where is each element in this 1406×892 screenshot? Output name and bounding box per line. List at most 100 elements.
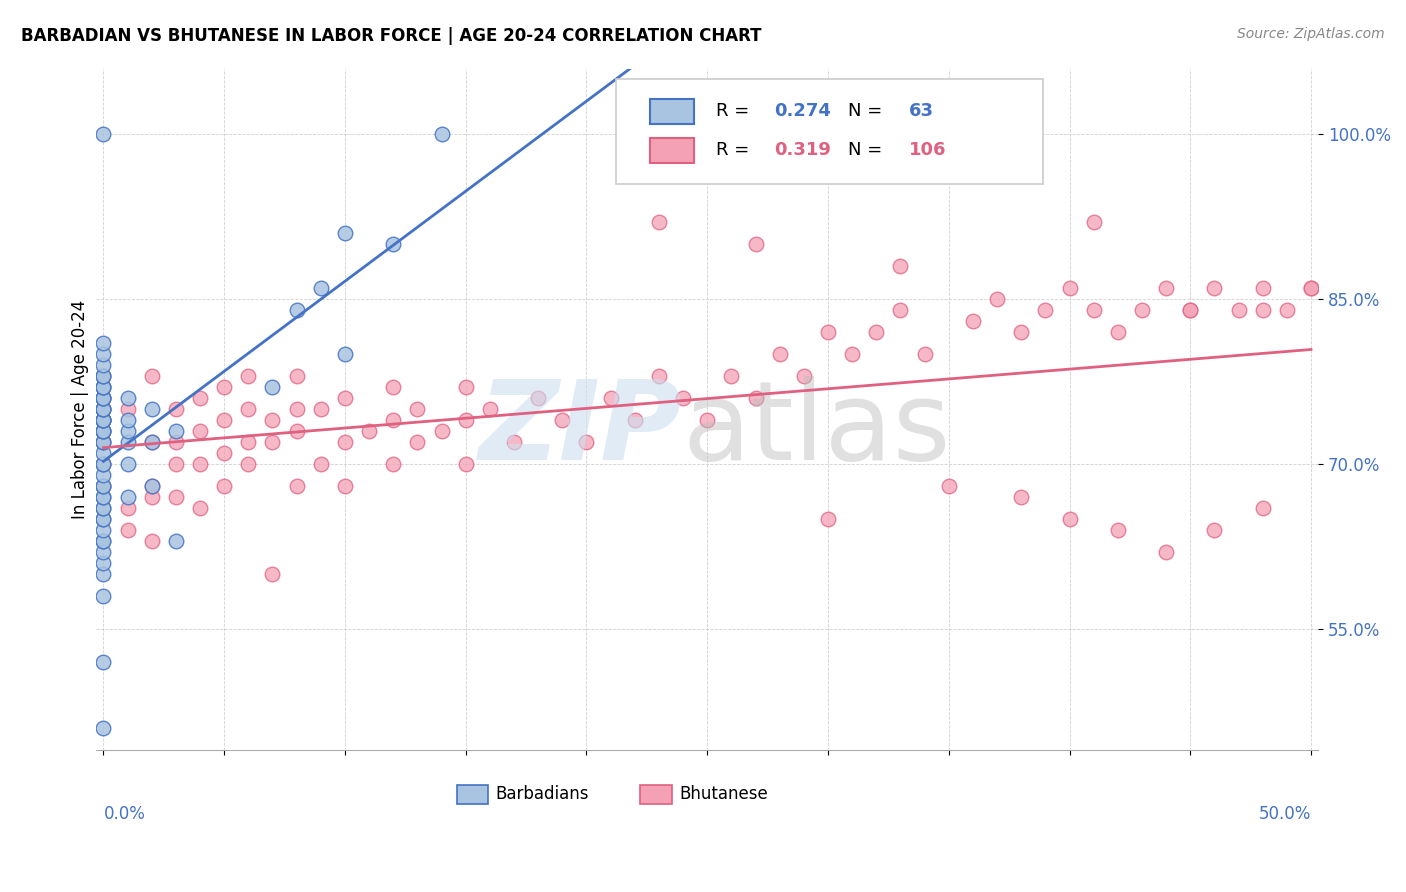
Point: [141, 435, 163, 450]
Point: [1227, 303, 1250, 318]
FancyBboxPatch shape: [616, 78, 1043, 185]
Point: [93, 380, 115, 394]
Point: [165, 435, 187, 450]
Point: [165, 425, 187, 439]
Point: [262, 380, 284, 394]
Point: [744, 237, 766, 252]
Point: [93, 589, 115, 603]
Point: [93, 457, 115, 471]
Point: [93, 545, 115, 559]
Point: [93, 413, 115, 427]
Point: [430, 425, 453, 439]
Point: [238, 457, 260, 471]
Point: [865, 326, 887, 340]
Point: [141, 479, 163, 493]
Point: [93, 523, 115, 537]
Point: [454, 380, 477, 394]
Point: [93, 534, 115, 549]
Text: 0.274: 0.274: [775, 103, 831, 120]
Point: [744, 392, 766, 406]
Text: 106: 106: [908, 141, 946, 160]
Point: [141, 479, 163, 493]
Point: [117, 402, 139, 417]
Text: BARBADIAN VS BHUTANESE IN LABOR FORCE | AGE 20-24 CORRELATION CHART: BARBADIAN VS BHUTANESE IN LABOR FORCE | …: [21, 27, 762, 45]
Point: [309, 457, 332, 471]
Point: [238, 435, 260, 450]
Point: [93, 512, 115, 526]
Point: [1251, 501, 1274, 516]
Text: 0.0%: 0.0%: [104, 805, 145, 823]
Point: [333, 435, 356, 450]
Point: [575, 435, 598, 450]
Point: [1083, 215, 1105, 229]
Point: [93, 402, 115, 417]
Point: [1107, 523, 1129, 537]
Point: [93, 128, 115, 142]
Point: [93, 468, 115, 483]
Point: [889, 303, 911, 318]
Point: [672, 392, 695, 406]
Point: [93, 413, 115, 427]
Point: [165, 402, 187, 417]
Point: [1010, 326, 1032, 340]
Point: [93, 479, 115, 493]
Point: [93, 392, 115, 406]
Point: [309, 402, 332, 417]
Point: [720, 369, 742, 384]
Point: [1251, 281, 1274, 295]
Point: [1107, 326, 1129, 340]
Point: [1251, 303, 1274, 318]
Point: [93, 402, 115, 417]
Point: [1299, 281, 1322, 295]
Point: [333, 347, 356, 361]
Point: [93, 425, 115, 439]
Point: [93, 490, 115, 504]
Point: [262, 413, 284, 427]
Point: [454, 413, 477, 427]
Point: [1180, 303, 1202, 318]
Point: [93, 359, 115, 373]
Point: [793, 369, 815, 384]
Text: 63: 63: [908, 103, 934, 120]
Point: [93, 380, 115, 394]
Point: [333, 227, 356, 241]
Point: [986, 293, 1008, 307]
Point: [165, 490, 187, 504]
Text: R =: R =: [716, 141, 755, 160]
Point: [1154, 281, 1177, 295]
Point: [93, 347, 115, 361]
Text: N =: N =: [848, 141, 887, 160]
Point: [141, 490, 163, 504]
Point: [503, 435, 526, 450]
Point: [914, 347, 936, 361]
FancyBboxPatch shape: [457, 785, 488, 804]
Point: [93, 446, 115, 460]
Point: [93, 479, 115, 493]
Point: [165, 457, 187, 471]
Point: [1180, 303, 1202, 318]
Text: Barbadians: Barbadians: [496, 785, 589, 804]
Point: [648, 215, 671, 229]
Point: [93, 556, 115, 570]
Point: [696, 413, 718, 427]
FancyBboxPatch shape: [650, 99, 693, 124]
Point: [117, 425, 139, 439]
Point: [333, 479, 356, 493]
Point: [212, 446, 235, 460]
Point: [141, 369, 163, 384]
Text: 50.0%: 50.0%: [1258, 805, 1310, 823]
Point: [262, 567, 284, 582]
Point: [188, 501, 211, 516]
Point: [93, 479, 115, 493]
Point: [93, 501, 115, 516]
Point: [93, 435, 115, 450]
Point: [285, 303, 308, 318]
Point: [93, 425, 115, 439]
Point: [817, 512, 839, 526]
Point: [93, 457, 115, 471]
Point: [769, 347, 792, 361]
Point: [93, 392, 115, 406]
Point: [285, 402, 308, 417]
Point: [93, 392, 115, 406]
Point: [359, 425, 381, 439]
